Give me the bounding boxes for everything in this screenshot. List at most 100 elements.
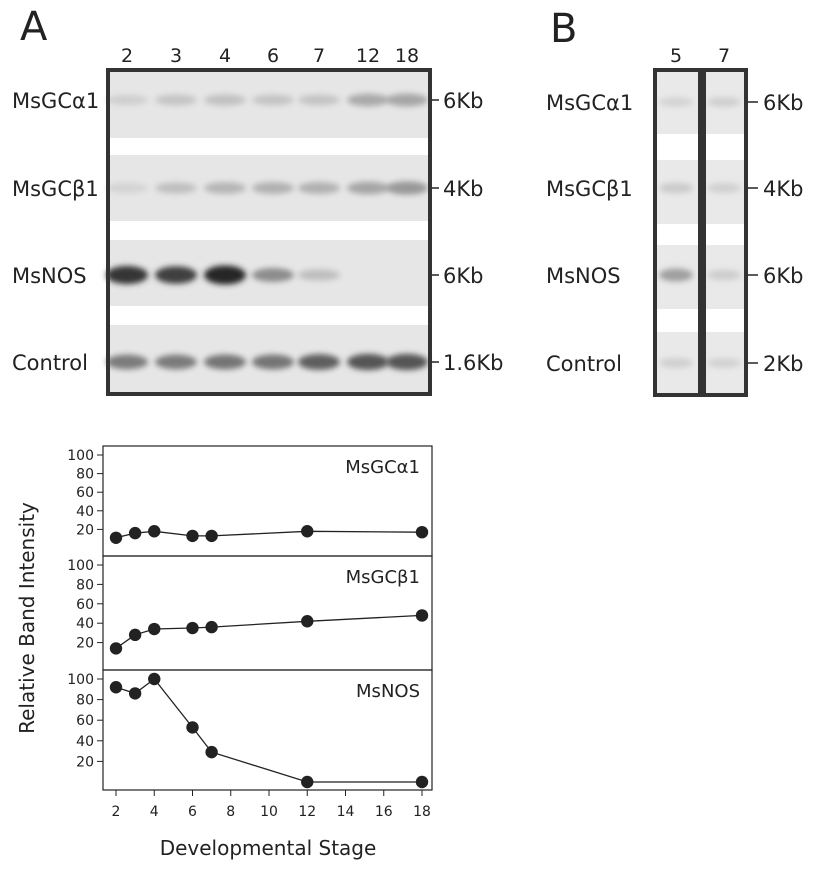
- x-tick-label: 6: [188, 804, 197, 820]
- data-point: [415, 525, 429, 539]
- blot-a-band: [298, 354, 340, 370]
- data-point: [415, 775, 429, 789]
- blot-a-band: [204, 182, 246, 194]
- blot-b-band: [707, 269, 741, 281]
- data-point: [186, 529, 199, 543]
- blot-b-band: [659, 358, 693, 368]
- y-tick-label: 20: [76, 754, 94, 770]
- series-line: [115, 614, 423, 649]
- blot-a-size-label: 6Kb: [443, 89, 483, 113]
- blot-a-lane-number: 4: [219, 45, 231, 67]
- blot-b-row-label: MsNOS: [546, 264, 621, 288]
- data-point: [205, 529, 218, 543]
- x-tick-label: 16: [375, 804, 393, 820]
- band-intensity-plot: 20 40 60 80 100 MsGCα1 20 40 60 80 100 MsGCβ1 20 40 60…: [15, 445, 433, 860]
- blot-a-lane-number: 18: [395, 45, 419, 67]
- y-tick-label: 40: [76, 734, 94, 750]
- blot-a-band: [386, 93, 428, 107]
- blot-a-row-label: MsGCα1: [12, 89, 99, 113]
- blot-b-band: [659, 268, 693, 282]
- blot-a-band: [347, 93, 389, 107]
- y-tick-label: 100: [67, 672, 94, 688]
- y-tick-label: 20: [76, 636, 94, 652]
- data-point: [186, 621, 199, 635]
- series-line: [115, 530, 423, 539]
- data-point: [301, 615, 314, 628]
- panel-a-letter: A: [20, 4, 48, 50]
- blot-b-size-label: 4Kb: [763, 177, 803, 201]
- blot-b-band: [707, 183, 741, 193]
- y-tick-label: 100: [67, 558, 94, 574]
- data-point: [301, 775, 314, 789]
- blot-a-band: [155, 94, 197, 106]
- blot-a-size-label: 1.6Kb: [443, 351, 504, 375]
- blot-b-lane-frame: [653, 68, 702, 397]
- x-tick-label: 8: [226, 804, 235, 820]
- y-tick-label: 20: [76, 522, 94, 538]
- blot-a-band: [204, 94, 246, 106]
- y-tick-label: 80: [76, 693, 94, 709]
- blot-a-band: [155, 354, 197, 370]
- blot-a-band: [252, 354, 294, 370]
- blot-a-band: [252, 94, 294, 106]
- blot-a-band: [347, 353, 389, 371]
- data-point: [109, 531, 123, 544]
- y-tick-label: 100: [67, 448, 94, 464]
- data-point: [148, 672, 161, 686]
- blot-a-lane-number: 7: [313, 45, 325, 67]
- blot-a-band: [204, 354, 246, 370]
- data-point: [186, 721, 199, 734]
- blot-b-band: [707, 358, 741, 368]
- blot-a-band: [252, 182, 294, 194]
- blot-a-lane-number: 2: [121, 45, 133, 67]
- blot-a-frame: [106, 68, 432, 396]
- y-tick-label: 60: [76, 485, 94, 501]
- blot-a-band: [106, 183, 148, 193]
- blot-a-band: [386, 353, 428, 371]
- blot-a-size-label: 6Kb: [443, 264, 483, 288]
- x-tick-label: 2: [112, 804, 121, 820]
- plot-panel-frame: [102, 669, 433, 791]
- data-point: [148, 622, 161, 636]
- x-tick-label: 14: [337, 804, 355, 820]
- blot-panel-a: MsGCα1 6Kb MsGCβ1 4Kb MsNOS 6Kb Control 1.6Kb 2 3…: [12, 45, 504, 396]
- data-point: [205, 620, 218, 634]
- blot-b-size-label: 2Kb: [763, 352, 803, 376]
- blot-a-band: [106, 265, 148, 285]
- data-point: [128, 628, 142, 642]
- series-label: MsGCα1: [345, 457, 420, 478]
- blot-b-band: [707, 97, 741, 107]
- data-point: [128, 687, 142, 700]
- blot-a-band: [155, 266, 197, 284]
- y-tick-label: 80: [76, 577, 94, 593]
- blot-a-lane-number: 6: [267, 45, 279, 67]
- blot-b-size-label: 6Kb: [763, 91, 803, 115]
- data-point: [148, 525, 161, 538]
- data-point: [415, 609, 429, 622]
- y-axis-title: Relative Band Intensity: [15, 502, 39, 734]
- y-tick-label: 80: [76, 467, 94, 483]
- x-tick-label: 10: [260, 804, 278, 820]
- blot-panel-b: MsGCα1 6Kb MsGCβ1 4Kb MsNOS 6Kb Control 2Kb 5 7: [546, 45, 803, 397]
- blot-a-band: [155, 182, 197, 194]
- blot-b-lane-frame: [702, 68, 748, 397]
- series-label: MsGCβ1: [346, 567, 420, 588]
- y-tick-label: 40: [76, 616, 94, 632]
- y-tick-label: 40: [76, 504, 94, 520]
- series-label: MsNOS: [356, 681, 420, 702]
- blot-a-band: [298, 269, 340, 281]
- blot-a-band: [106, 95, 148, 105]
- x-tick-label: 4: [150, 804, 159, 820]
- x-tick-label: 18: [413, 804, 431, 820]
- y-tick-label: 60: [76, 713, 94, 729]
- blot-a-lane-number: 3: [170, 45, 182, 67]
- blot-b-size-label: 6Kb: [763, 264, 803, 288]
- blot-a-band: [106, 354, 148, 370]
- blot-b-row-label: MsGCβ1: [546, 177, 633, 201]
- blot-b-row-label: Control: [546, 352, 622, 376]
- data-point: [205, 745, 218, 759]
- blot-b-lane-number: 5: [670, 45, 682, 67]
- data-point: [109, 681, 123, 694]
- blot-b-band: [659, 97, 693, 107]
